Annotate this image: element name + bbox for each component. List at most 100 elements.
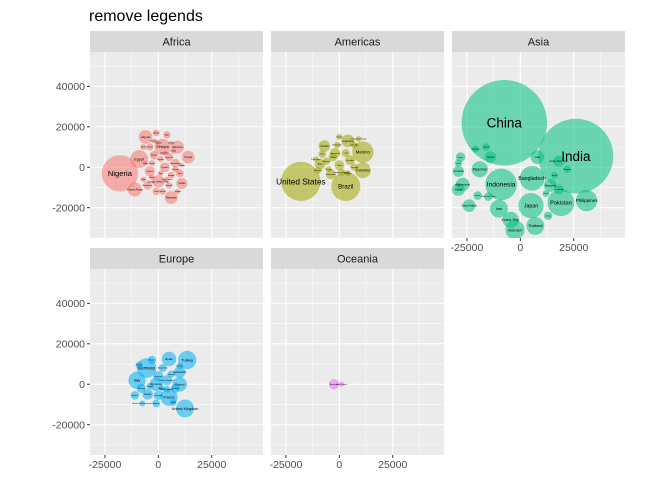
bubble-kuwait [551,171,558,179]
bubble-slovak-republic [163,385,171,393]
bubble-ecuador [345,155,355,166]
bubble-label-korea-rep: Korea, Rep. [502,218,520,222]
bubble-label-nicaragua: Nicaragua [314,170,322,172]
bubble-label-ecuador: Ecuador [346,159,354,162]
bubble-label-romania: Romania [151,382,163,386]
bubble-label-china: China [487,115,523,130]
bubble-uganda [159,162,170,173]
bubble-sudan [176,177,188,189]
facet-label-africa: Africa [162,37,191,49]
bubbles-europe: Germany Turkey United Kingdom Italy France Po… [128,350,198,418]
bubble-albania [158,385,165,392]
bubble-label-namibia: Namibia [174,191,181,193]
bubble-label-bosnia-and-herzegovina: Bosnia and Herzegovina [133,403,153,405]
bubble-croatia [170,399,177,406]
bubble-label-gambia: Gambia [179,165,185,167]
bubble-label-denmark: Denmark [168,374,175,376]
bubble-spain [161,351,177,367]
bubble-togo [157,170,164,177]
bubble-label-mauritania: Mauritania [161,152,169,155]
facet-europe: Europe Germany Turkey United Kingdom Italy Fr… [52,248,263,471]
y-tick-label: 20000 [56,339,85,351]
bubble-sri-lanka [452,165,464,177]
facet-strip-oceania [271,248,444,269]
x-tick-label: 0 [517,242,523,254]
bubble-label-switzerland: Switzerland [158,367,167,370]
facet-africa: Africa Nigeria Egypt Ethiopia South Africa Al… [52,31,263,238]
bubble-label-kenya: Kenya [184,155,192,159]
bubble-congo-dem-rep [152,175,165,188]
bubble-austria [130,391,140,400]
bubble-label-togo: Togo [159,173,163,175]
facet-label-americas: Americas [335,37,381,49]
bubble-label-senegal: Senegal [168,175,175,177]
bubble-label-japan: Japan [524,204,538,210]
y-tick-label: 0 [79,379,85,391]
bubble-brazil [331,171,361,201]
bubble-nicaragua [314,166,322,174]
bubble-senegal [167,171,175,179]
bubble-label-mozambique: Mozambique [170,163,181,165]
bubble-sweden [170,383,180,393]
bubble-japan [518,193,544,219]
bubble-label-lebanon: Lebanon [483,147,490,149]
bubble-argentina [341,134,355,148]
bubble-finland [135,361,143,369]
bubble-label-syria: Syria [458,157,463,159]
bubble-label-hong-kong-china: Hong Kong, China [481,196,496,198]
bubble-bangladesh [519,165,545,191]
bubble-label-panama: Panama [325,169,332,171]
x-tick-label: 0 [155,459,161,471]
bubble-label-haiti: Haiti [320,153,324,156]
bubble-label-portugal: Portugal [138,387,146,390]
bubble-somalia [157,156,164,163]
bubble-ireland [146,383,154,390]
bubble-hong-kong-china [484,192,493,201]
bubble-label-jordan: Jordan [545,215,551,217]
bubble-ghana [144,166,155,177]
bubble-label-serbia: Serbia [149,360,154,362]
bubble-label-ethiopia: Ethiopia [156,145,168,149]
bubble-denmark [167,370,175,378]
bubble-oman [542,190,550,197]
bubble-mexico [352,141,374,163]
bubbles-americas: United States Brazil Mexico Colombia Argenti… [276,133,374,202]
bubble-madagascar [143,181,152,190]
bubble-label-new-zealand: New Zealand [336,384,347,386]
bubble-lesotho [169,140,174,146]
facet-label-oceania: Oceania [337,254,379,266]
bubble-new-zealand [338,381,345,387]
bubble-label-uganda: Uganda [161,167,169,169]
bubble-israel [454,159,463,167]
bubble-cuba [341,149,350,158]
bubble-saudi-arabia [462,199,476,213]
bubble-indonesia [485,168,517,201]
bubble-united-kingdom [176,399,195,418]
x-tick-label: -25000 [89,459,122,471]
bubble-label-malaysia: Malaysia [545,183,556,187]
bubble-label-nepal: Nepal [455,187,462,191]
bubble-label-zambia: Zambia [147,147,153,149]
bubble-syria [455,152,466,162]
bubble-label-oman: Oman [544,193,549,195]
bubble-hungary [153,390,164,401]
bubble-philippines [575,189,598,212]
bubble-trinidad-and-tobago [355,136,362,142]
bubble-label-lesotho: Lesotho [168,142,174,145]
x-tick-label: 25000 [378,459,407,471]
bubble-guinea [159,188,166,195]
bubble-namibia [175,188,181,195]
bubble-label-indonesia: Indonesia [487,182,516,189]
bubble-label-tanzania: Tanzania [166,196,177,200]
bubble-label-mexico: Mexico [356,150,371,155]
bubble-korea-dem-rep [553,155,565,167]
bubble-label-iraq: Iraq [535,155,540,159]
bubble-greece [142,389,154,400]
bubble-norway [176,362,183,370]
bubble-pakistan [547,189,575,217]
bubble-peru [314,158,326,170]
bubble-cameroon [164,153,174,162]
bubble-belgium [153,371,164,382]
bubble-australia [328,379,340,390]
